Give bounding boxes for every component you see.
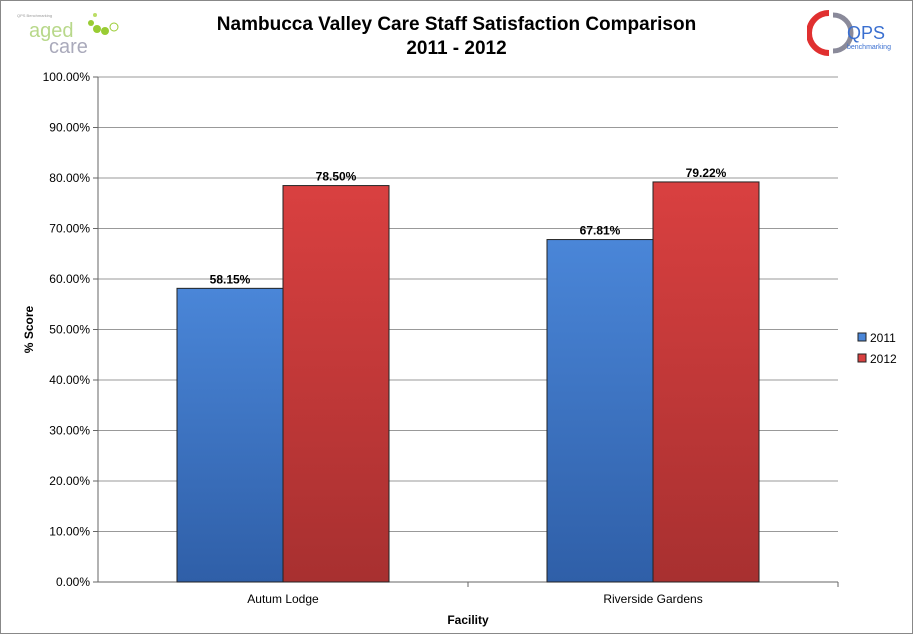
y-tick-label: 40.00%	[49, 373, 90, 387]
x-tick-label: Autum Lodge	[247, 592, 319, 606]
svg-text:QPS: QPS	[847, 23, 885, 43]
legend-swatch-2011	[857, 332, 867, 342]
data-label: 67.81%	[580, 224, 621, 238]
svg-text:benchmarking: benchmarking	[847, 44, 891, 51]
y-tick-label: 10.00%	[49, 525, 90, 539]
y-tick-label: 50.00%	[49, 323, 90, 337]
legend-label: 2012	[870, 352, 897, 366]
y-tick-label: 30.00%	[49, 424, 90, 438]
svg-text:aged: aged	[29, 20, 74, 42]
legend-label: 2011	[870, 331, 896, 345]
y-tick-label: 70.00%	[49, 222, 90, 236]
legend-swatch-2012	[857, 353, 867, 363]
y-tick-label: 0.00%	[56, 575, 90, 589]
bar-2012	[282, 185, 390, 583]
y-tick-label: 20.00%	[49, 474, 90, 488]
y-tick-label: 90.00%	[49, 121, 90, 135]
svg-text:care: care	[49, 36, 88, 55]
data-label: 78.50%	[316, 170, 357, 184]
svg-text:QPS Benchmarking: QPS Benchmarking	[17, 13, 52, 18]
y-axis-label: % Score	[22, 305, 36, 353]
chart-subtitle: 2011 - 2012	[406, 38, 507, 59]
bar-2011	[546, 239, 654, 583]
x-tick-label: Riverside Gardens	[603, 592, 702, 606]
data-label: 58.15%	[210, 272, 251, 286]
y-tick-label: 60.00%	[49, 272, 90, 286]
qps-logo: QPS benchmarking	[807, 10, 891, 56]
bar-2012	[652, 181, 760, 583]
data-label: 79.22%	[686, 166, 727, 180]
y-tick-label: 80.00%	[49, 171, 90, 185]
chart-title: Nambucca Valley Care Staff Satisfaction …	[1, 13, 912, 61]
aged-care-logo: QPS Benchmarking aged care	[17, 13, 119, 55]
x-axis-label: Facility	[447, 613, 489, 627]
y-tick-label: 100.00%	[43, 70, 91, 84]
bar-2011	[176, 287, 284, 583]
